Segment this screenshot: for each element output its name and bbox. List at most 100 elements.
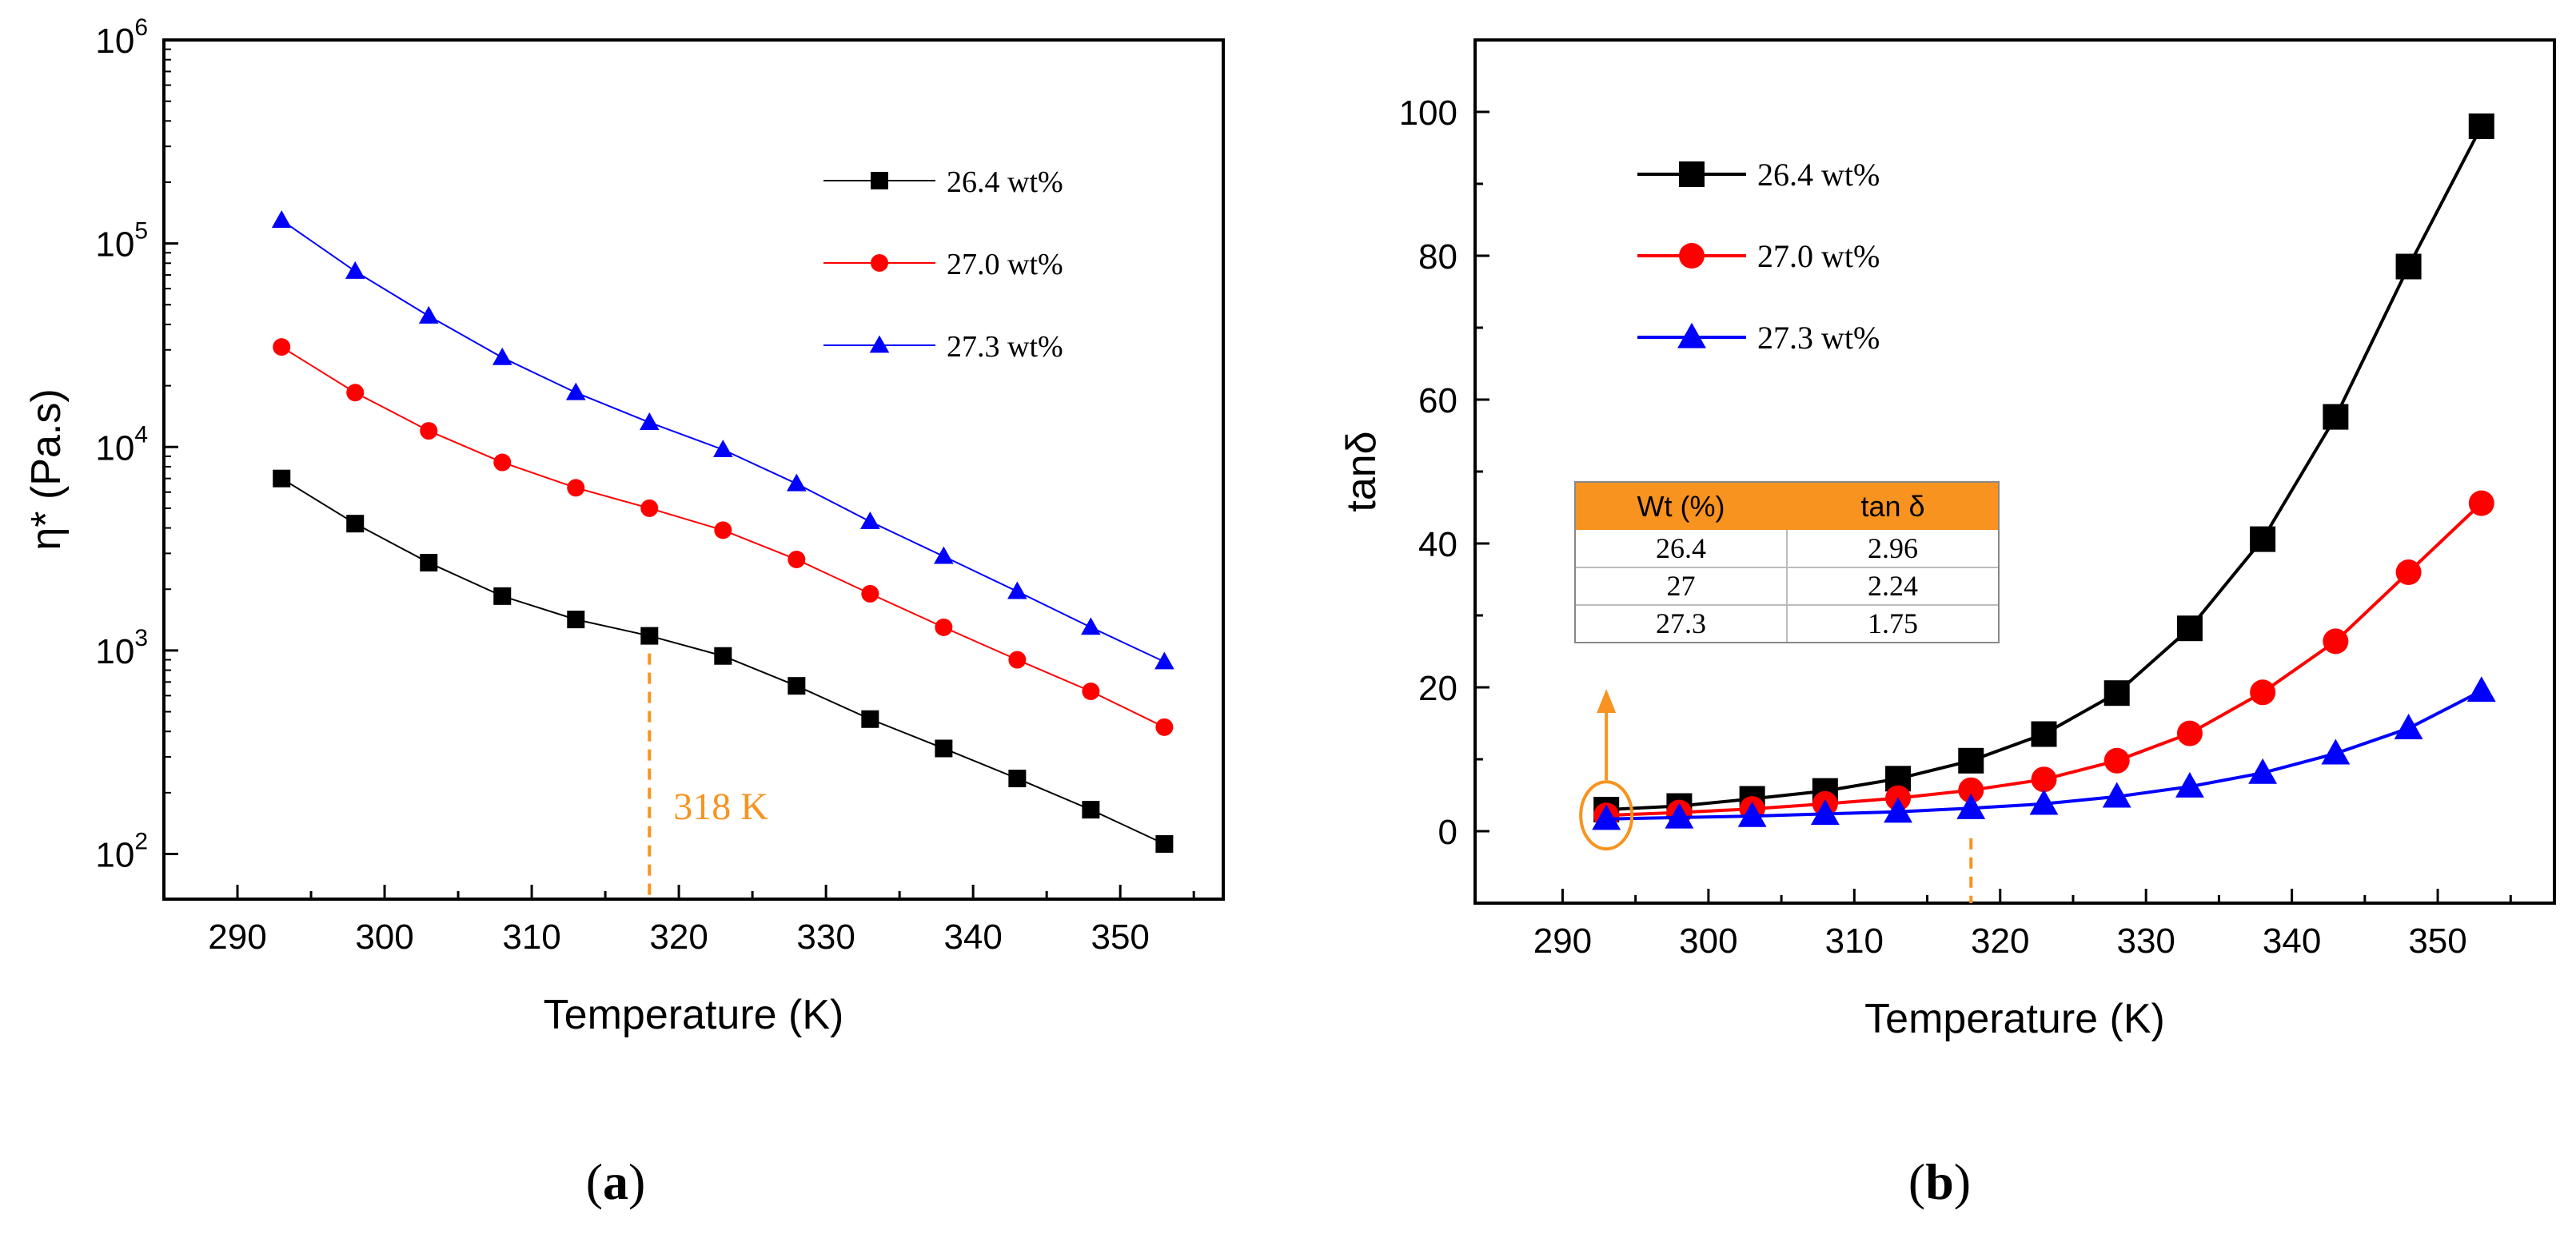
data-point — [2468, 490, 2494, 516]
x-tick-label: 340 — [2263, 922, 2321, 961]
data-point — [2176, 615, 2203, 642]
x-tick-label: 310 — [502, 918, 560, 957]
data-point — [492, 347, 512, 365]
plot-frame — [162, 38, 1225, 901]
inset-table-cell: 26.4 — [1656, 532, 1706, 564]
panel-caption: (b) — [1908, 1153, 1971, 1210]
data-point — [493, 453, 512, 472]
legend-marker — [1679, 161, 1705, 187]
y-tick-label: 40 — [1418, 525, 1457, 564]
inset-table: Wt (%) tan δ 26.4 2.96 27 2.24 27.3 1.75 — [1574, 481, 2000, 643]
data-point — [2031, 721, 2057, 747]
y-tick-label: 60 — [1418, 381, 1457, 420]
data-point — [714, 647, 732, 665]
data-point — [346, 515, 365, 533]
data-point — [420, 554, 438, 572]
data-point — [640, 627, 659, 645]
data-point — [273, 338, 291, 356]
data-point — [565, 382, 586, 400]
data-point — [345, 261, 365, 279]
data-point — [2250, 526, 2276, 552]
y-tick-label: 102 — [95, 829, 148, 875]
data-point — [2029, 789, 2059, 815]
data-point — [1956, 793, 1986, 819]
data-point — [1737, 801, 1767, 827]
data-point — [2323, 404, 2349, 430]
x-tick-label: 330 — [796, 918, 855, 957]
inset-table-cell: 27.3 — [1656, 607, 1706, 639]
data-point — [2395, 253, 2422, 280]
data-point — [639, 412, 660, 430]
x-tick-label: 300 — [355, 918, 413, 957]
panel-caption: (a) — [586, 1153, 646, 1210]
x-tick-label: 300 — [1679, 922, 1737, 961]
data-point — [714, 521, 732, 539]
legend-marker — [869, 335, 890, 353]
data-point — [2321, 738, 2351, 765]
inset-table-header-cell: tan δ — [1860, 490, 1924, 523]
inset-table-header — [1575, 482, 1999, 530]
x-axis-label: Temperature (K) — [1864, 996, 2165, 1042]
data-point — [2102, 782, 2131, 808]
data-point — [2394, 714, 2423, 739]
inset-table-cell: 2.96 — [1868, 532, 1918, 564]
data-point — [640, 499, 659, 517]
data-point — [2248, 758, 2278, 784]
data-point — [346, 384, 365, 402]
x-tick-label: 290 — [1533, 922, 1592, 961]
chart-panel-a: 290 300 310 320 330 340 350 102 103 104 105 106 Temp… — [23, 14, 1225, 1210]
data-point — [2103, 680, 2130, 707]
x-tick-label: 320 — [1971, 922, 2029, 961]
inset-table-cell: 1.75 — [1868, 607, 1918, 639]
highlight-ellipse — [1579, 780, 1634, 851]
y-tick-label: 20 — [1418, 669, 1457, 708]
data-point — [788, 551, 806, 569]
data-point — [1155, 834, 1174, 853]
legend-marker — [1679, 243, 1705, 269]
x-tick-label: 320 — [649, 918, 708, 957]
annotation-label: 318 K — [673, 786, 768, 828]
data-point — [2176, 720, 2203, 746]
data-point — [1155, 718, 1174, 736]
highlight-arrow-head — [1597, 689, 1617, 713]
data-point — [2250, 679, 2276, 706]
legend-marker — [871, 172, 888, 189]
legend-marker — [871, 254, 888, 272]
series-270 — [1593, 490, 2494, 829]
data-point — [567, 611, 585, 629]
legend-marker — [1677, 322, 1706, 348]
x-tick-label: 350 — [2408, 922, 2466, 961]
data-point — [1810, 799, 1840, 826]
data-point — [861, 584, 879, 603]
data-point — [2468, 113, 2494, 139]
data-point — [418, 305, 439, 324]
y-tick-label: 106 — [95, 14, 148, 61]
data-point — [1884, 797, 1912, 823]
data-point — [420, 422, 438, 440]
data-point — [1665, 802, 1694, 829]
series-270 — [273, 338, 1174, 736]
data-point — [2031, 766, 2057, 793]
legend-label: 27.0 wt% — [947, 248, 1063, 281]
y-tick-label: 80 — [1418, 237, 1457, 277]
data-point — [493, 587, 512, 605]
legend-label: 26.4 wt% — [947, 165, 1063, 199]
x-tick-label: 310 — [1825, 922, 1884, 961]
x-tick-label: 290 — [208, 918, 266, 957]
data-point — [786, 473, 807, 492]
y-axis-label: tanδ — [1338, 431, 1385, 512]
y-tick-label: 105 — [95, 218, 148, 265]
data-point — [1007, 581, 1027, 599]
legend-label: 26.4 wt% — [1757, 157, 1880, 193]
series-line — [1606, 125, 2483, 811]
inset-table-cell: 27 — [1667, 570, 1696, 602]
data-point — [2323, 628, 2349, 655]
data-point — [2466, 676, 2496, 703]
chart-panel-b: 290 300 310 320 330 340 350 0 20 40 60 80 100 Tempera… — [1338, 38, 2556, 1210]
y-axis-label: η* (Pa.s) — [23, 388, 70, 550]
legend-label: 27.3 wt% — [1757, 320, 1880, 356]
data-point — [2103, 747, 2130, 774]
data-point — [1008, 770, 1027, 788]
